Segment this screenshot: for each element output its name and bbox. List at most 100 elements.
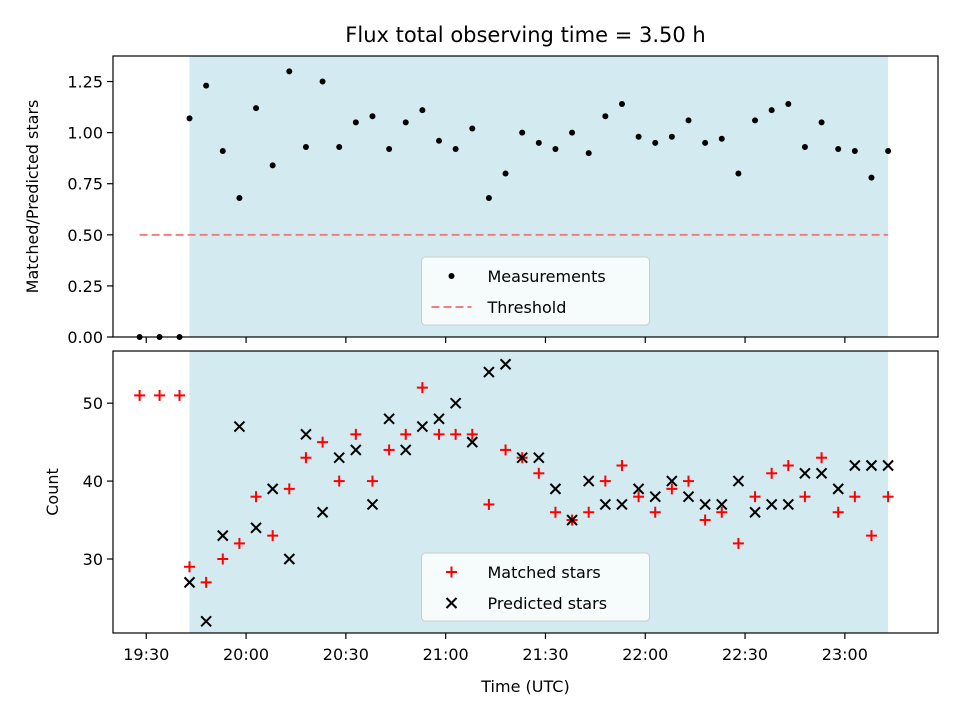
- top-y-ticks: 0.00 0.25 0.50 0.75 1.00 1.25: [67, 73, 113, 347]
- measurement-point: [469, 125, 476, 132]
- bottom-plot-marks: [134, 358, 894, 628]
- predicted-star-point: [849, 459, 861, 472]
- matched-star-point: [416, 382, 428, 394]
- y-tick-label: 0.00: [67, 328, 103, 347]
- legend-entry: Threshold: [487, 298, 567, 317]
- matched-star-point: [466, 428, 478, 440]
- predicted-star-point: [549, 483, 562, 495]
- matched-star-point: [683, 475, 695, 487]
- predicted-star-point: [433, 413, 445, 425]
- measurement-point: [818, 119, 825, 126]
- top-plot-marks: [136, 68, 892, 340]
- x-tick-label: 22:30: [722, 645, 768, 664]
- measurement-point: [253, 105, 260, 112]
- predicted-star-point: [599, 498, 612, 511]
- predicted-star-point: [516, 452, 528, 464]
- legend-entry: Measurements: [488, 267, 606, 286]
- predicted-star-point: [483, 366, 495, 378]
- predicted-star-point: [499, 358, 512, 370]
- measurement-point: [319, 78, 326, 85]
- legend-box: [421, 256, 650, 326]
- measurement-point: [702, 139, 709, 146]
- measurement-point: [785, 101, 792, 108]
- predicted-star-point: [383, 413, 395, 425]
- measurement-point: [618, 101, 625, 108]
- predicted-star-point: [699, 498, 711, 511]
- bottom-legend: Matched stars Predicted stars: [421, 552, 650, 622]
- matched-star-point: [882, 491, 894, 503]
- top-legend: Measurements Threshold: [421, 256, 650, 326]
- measurement-point: [718, 135, 725, 142]
- predicted-star-point: [832, 483, 844, 495]
- measurement-point: [635, 133, 642, 140]
- matched-star-point: [832, 506, 844, 518]
- bottom-axes-frame: [112, 350, 939, 634]
- matched-star-point: [649, 506, 661, 518]
- x-tick-label: 21:00: [423, 645, 469, 664]
- matched-star-point: [533, 467, 545, 479]
- x-tick-label: 21:30: [522, 645, 568, 664]
- predicted-star-point: [815, 467, 828, 480]
- matched-star-point: [799, 491, 811, 503]
- measurement-point: [835, 145, 842, 152]
- measurement-point: [585, 150, 592, 157]
- matched-star-point: [549, 506, 561, 518]
- predicted-star-point: [582, 475, 595, 487]
- y-tick-label: 1.25: [67, 73, 103, 92]
- matched-star-point: [749, 491, 761, 503]
- measurement-point: [452, 145, 459, 152]
- measurement-point: [885, 148, 892, 155]
- predicted-star-point: [233, 420, 246, 433]
- matched-star-point: [283, 483, 295, 495]
- predicted-star-point: [749, 506, 761, 518]
- matched-star-point: [333, 475, 345, 487]
- matched-star-point: [317, 436, 329, 448]
- measurement-point: [519, 129, 526, 136]
- predicted-star-point: [250, 522, 262, 534]
- predicted-star-point: [400, 444, 412, 456]
- measurement-point: [668, 133, 675, 140]
- measurement-point: [652, 139, 659, 146]
- y-tick-label: 1.00: [67, 124, 103, 143]
- measurement-point: [336, 143, 343, 150]
- matched-star-point: [366, 475, 378, 487]
- matched-star-point: [134, 389, 146, 401]
- top-axes-frame: [112, 55, 939, 338]
- measurement-point: [552, 145, 559, 152]
- matched-star-point: [583, 506, 595, 518]
- bottom-y-axis-label: Count: [43, 468, 62, 516]
- chart-title: Flux total observing time = 3.50 h: [345, 23, 705, 47]
- matched-star-point: [300, 452, 312, 464]
- predicted-star-point: [566, 514, 578, 526]
- matched-star-point: [816, 452, 828, 464]
- predicted-star-point: [300, 428, 312, 441]
- predicted-star-point: [416, 420, 429, 433]
- measurement-point: [369, 113, 376, 120]
- measurement-point: [219, 148, 226, 155]
- measurement-point: [419, 107, 426, 114]
- x-tick-label: 23:00: [822, 645, 868, 664]
- bottom-y-ticks: 30 40 50: [83, 394, 113, 569]
- legend-entry: Predicted stars: [488, 594, 608, 613]
- predicted-star-point: [782, 498, 795, 511]
- top-x-ticks: [145, 337, 846, 343]
- predicted-star-point: [350, 444, 362, 456]
- legend-entry: Matched stars: [488, 563, 601, 582]
- matched-star-point: [633, 491, 645, 503]
- x-tick-label: 22:00: [622, 645, 668, 664]
- bottom-x-ticks: 19:30 20:00 20:30 21:00 21:30 22:00 22:30 23:00: [123, 633, 868, 664]
- measurement-point: [752, 117, 759, 124]
- matched-star-point: [699, 514, 711, 526]
- measurement-point: [868, 174, 875, 181]
- predicted-star-point: [882, 459, 894, 472]
- x-tick-label: 20:30: [323, 645, 369, 664]
- y-tick-label: 0.25: [67, 277, 103, 296]
- predicted-star-point: [666, 475, 678, 487]
- predicted-star-point: [316, 506, 329, 518]
- predicted-star-point: [616, 498, 628, 511]
- matched-star-point: [267, 530, 279, 542]
- measurement-point: [502, 170, 509, 177]
- matched-star-point: [766, 467, 778, 479]
- measurement-point: [801, 143, 808, 150]
- predicted-star-point: [283, 553, 296, 565]
